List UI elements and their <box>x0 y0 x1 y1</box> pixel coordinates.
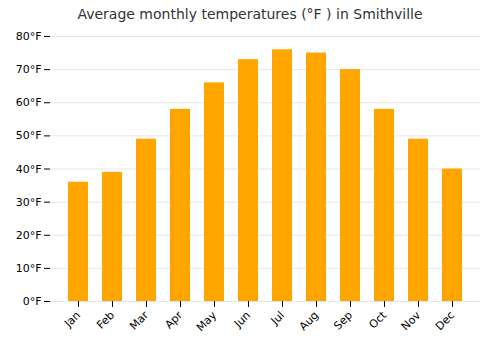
svg-text:80°F: 80°F <box>16 30 42 43</box>
svg-text:Jan: Jan <box>61 309 83 331</box>
svg-text:10°F: 10°F <box>16 262 42 275</box>
svg-text:50°F: 50°F <box>16 129 42 142</box>
svg-text:60°F: 60°F <box>16 96 42 109</box>
html-text:Average monthly temperatures (: Average monthly temperatures (°F ) in Sm… <box>77 6 423 22</box>
svg-text:20°F: 20°F <box>16 229 42 242</box>
svg-text:May: May <box>194 308 220 334</box>
svg-text:Apr: Apr <box>162 308 185 331</box>
svg-text:Mar: Mar <box>127 308 151 332</box>
svg-text:Nov: Nov <box>399 308 424 333</box>
svg-text:Oct: Oct <box>366 308 389 331</box>
svg-text:30°F: 30°F <box>16 196 42 209</box>
svg-text:70°F: 70°F <box>16 63 42 76</box>
svg-text:Sep: Sep <box>331 309 355 333</box>
svg-text:Aug: Aug <box>297 309 321 333</box>
svg-text:40°F: 40°F <box>16 163 42 176</box>
svg-text:0°F: 0°F <box>23 295 42 308</box>
svg-text:Dec: Dec <box>433 309 457 333</box>
svg-text:Jul: Jul <box>268 309 287 328</box>
svg-text:Feb: Feb <box>94 309 117 332</box>
svg-text:Jun: Jun <box>231 309 253 331</box>
